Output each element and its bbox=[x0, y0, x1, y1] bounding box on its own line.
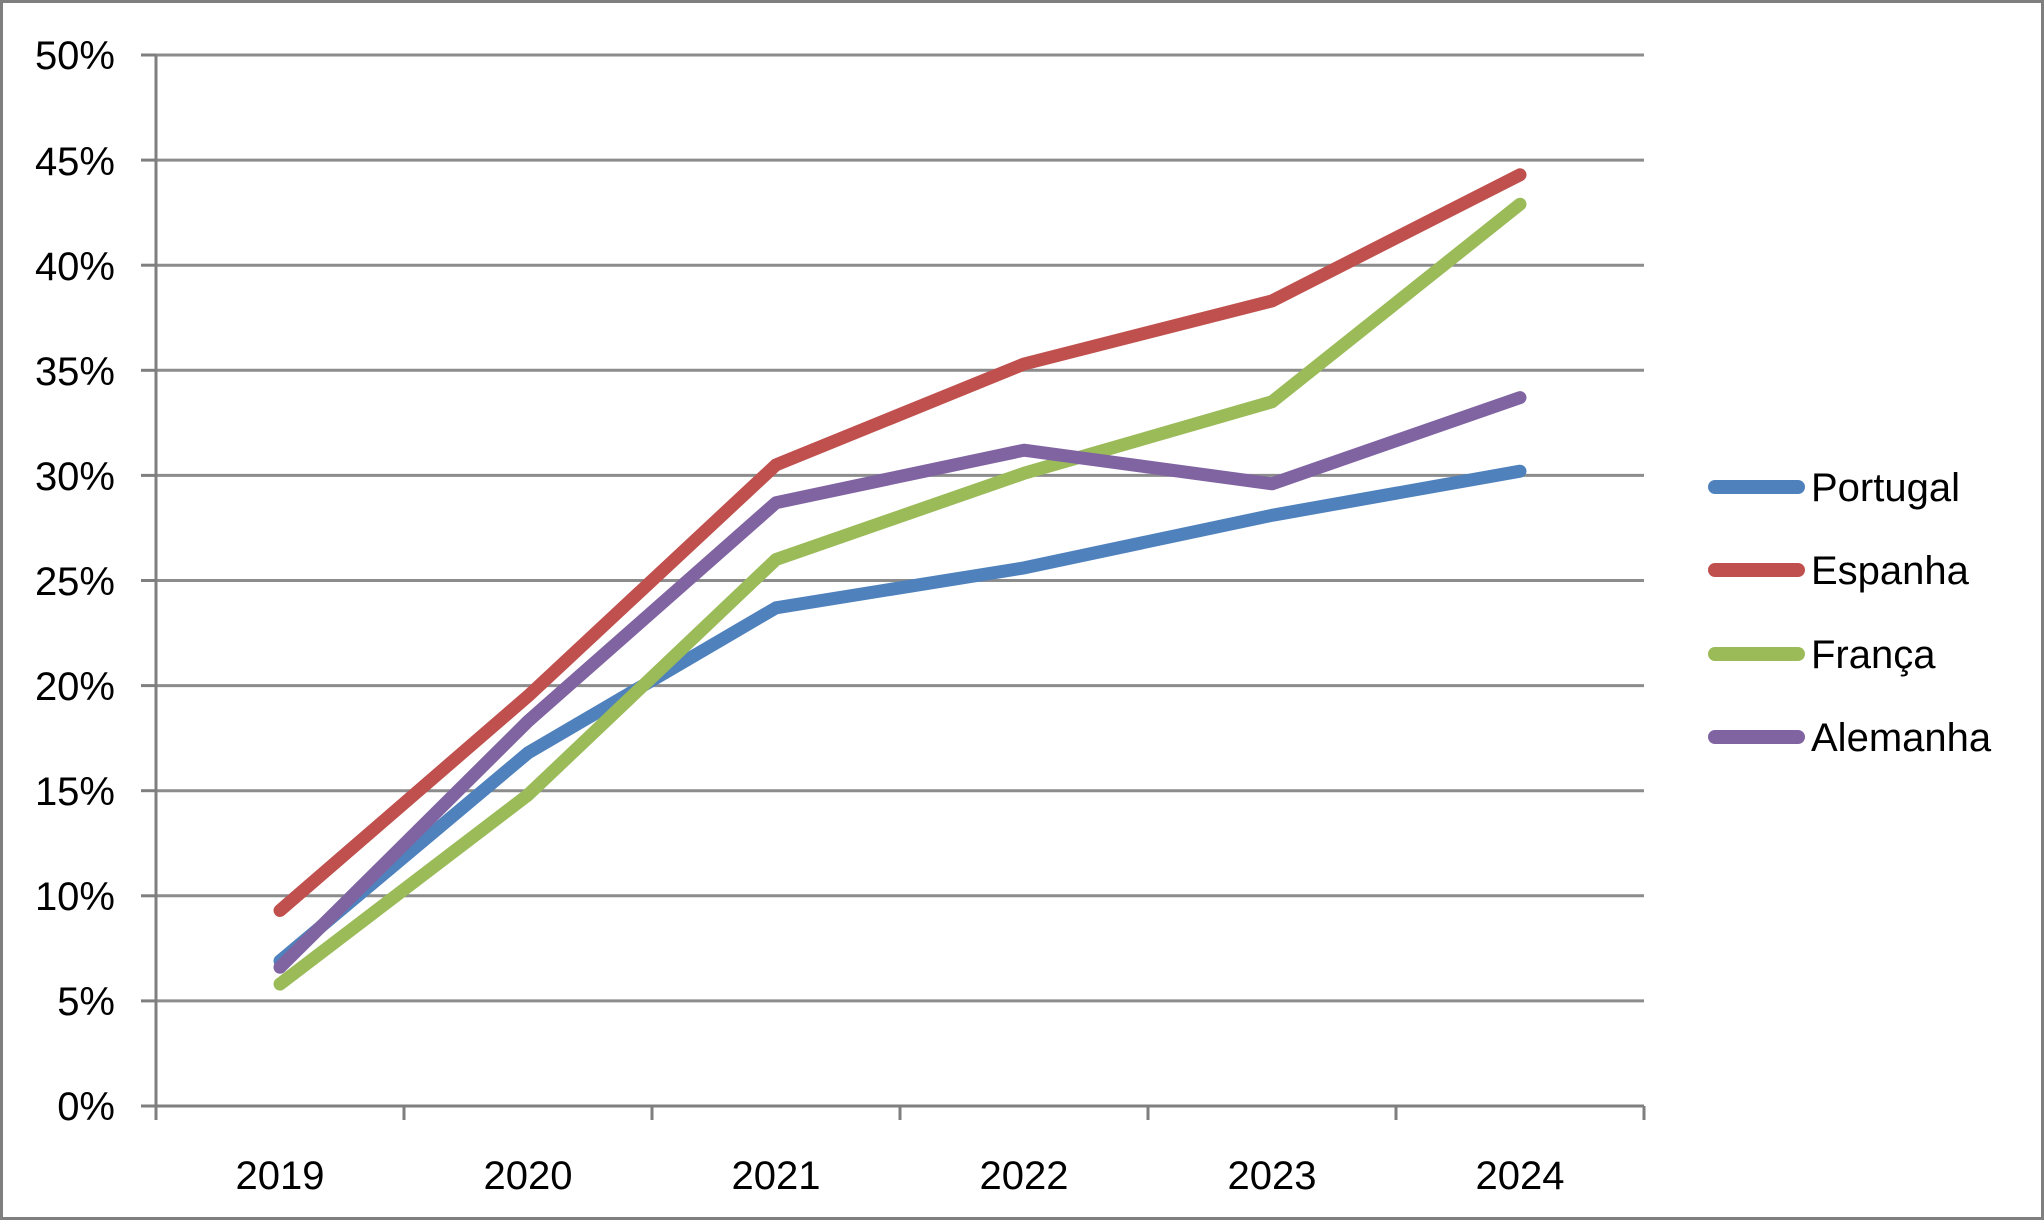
y-axis-label: 25% bbox=[35, 560, 115, 604]
x-axis-label: 2024 bbox=[1476, 1154, 1565, 1198]
y-axis-label: 5% bbox=[57, 980, 115, 1024]
x-axis-label: 2021 bbox=[732, 1154, 821, 1198]
legend-item-alemanha: Alemanha bbox=[1708, 716, 1992, 760]
legend-label-alemanha: Alemanha bbox=[1811, 716, 1992, 760]
x-axis-label: 2019 bbox=[236, 1154, 325, 1198]
series-line-alemanha bbox=[273, 391, 1527, 974]
legend-item-espanha: Espanha bbox=[1708, 549, 1970, 593]
x-axis-ticks bbox=[154, 1106, 1646, 1120]
legend-label-franca: França bbox=[1811, 633, 1936, 677]
series-lines bbox=[273, 168, 1527, 991]
series-line-franca bbox=[273, 197, 1527, 991]
y-axis-label: 0% bbox=[57, 1085, 115, 1129]
gridlines bbox=[156, 53, 1644, 1003]
x-axis-label: 2022 bbox=[980, 1154, 1069, 1198]
y-axis-label: 35% bbox=[35, 350, 115, 394]
y-axis-label: 30% bbox=[35, 455, 115, 499]
legend-label-espanha: Espanha bbox=[1811, 549, 1970, 593]
x-axis-label: 2023 bbox=[1228, 1154, 1317, 1198]
y-axis-label: 50% bbox=[35, 34, 115, 78]
axes bbox=[141, 53, 1646, 1120]
legend-label-portugal: Portugal bbox=[1811, 466, 1960, 510]
y-axis-label: 40% bbox=[35, 245, 115, 289]
y-axis-label: 15% bbox=[35, 770, 115, 814]
x-axis-labels: 2019 2020 2021 2022 2023 2024 bbox=[236, 1154, 1565, 1198]
y-axis-label: 10% bbox=[35, 875, 115, 919]
series-line-espanha bbox=[273, 168, 1527, 917]
legend-item-portugal: Portugal bbox=[1708, 466, 1960, 510]
y-axis-label: 45% bbox=[35, 140, 115, 184]
y-axis-ticks bbox=[141, 53, 156, 1003]
legend: Portugal Espanha França Alemanha bbox=[1708, 466, 1992, 760]
line-chart: 0% 5% 10% 15% 20% 25% 30% 35% 40% 45% 50… bbox=[35, 34, 1992, 1198]
y-axis-label: 20% bbox=[35, 665, 115, 709]
y-axis-labels: 0% 5% 10% 15% 20% 25% 30% 35% 40% 45% 50… bbox=[35, 34, 115, 1129]
legend-item-franca: França bbox=[1708, 633, 1936, 677]
x-axis-label: 2020 bbox=[484, 1154, 573, 1198]
series-line-portugal bbox=[273, 464, 1527, 968]
